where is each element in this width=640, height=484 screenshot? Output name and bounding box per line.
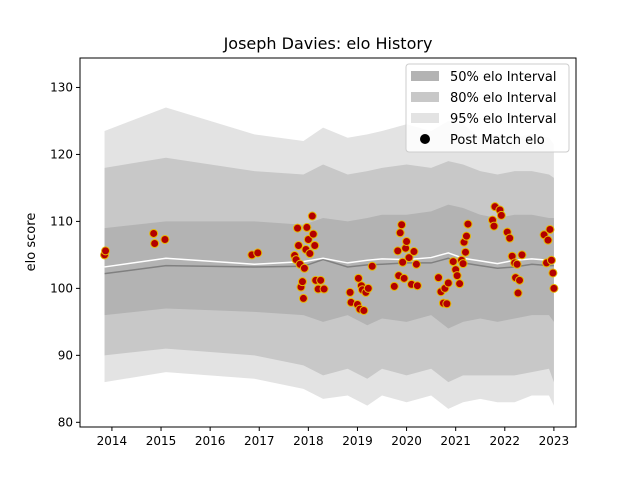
plot-frame (79, 57, 577, 428)
data-point (513, 288, 523, 298)
x-tick-label: 2021 (440, 434, 471, 448)
x-tick-label: 2019 (342, 434, 373, 448)
x-tick-label: 2020 (391, 434, 422, 448)
y-tick-label: 100 (50, 281, 73, 295)
y-tick-label: 80 (58, 415, 73, 429)
legend-swatch (411, 71, 439, 81)
legend-swatch (411, 92, 439, 102)
data-point (546, 255, 556, 265)
legend-label: 50% elo Interval (450, 70, 557, 85)
data-point (489, 221, 499, 231)
legend-box (405, 63, 570, 153)
x-tick-label: 2014 (97, 434, 128, 448)
data-point (452, 271, 462, 281)
data-point (253, 248, 263, 258)
data-point (294, 241, 304, 251)
legend-label: 80% elo Interval (450, 91, 557, 106)
x-axis: 2014 2015 2016 2017 2018 2019 2020 2021 2022 2023 (97, 427, 570, 448)
legend-label: Post Match elo (450, 133, 545, 148)
y-tick-label: 110 (50, 214, 73, 228)
data-point (398, 257, 408, 267)
data-point (463, 219, 473, 229)
data-point (353, 273, 363, 283)
data-point (517, 250, 527, 260)
data-point (395, 228, 405, 238)
data-point (305, 249, 315, 259)
data-point (345, 287, 355, 297)
data-point (310, 241, 320, 251)
data-point (515, 275, 525, 285)
data-point (359, 305, 369, 315)
data-point (297, 277, 307, 287)
x-tick-label: 2023 (539, 434, 570, 448)
interval-bands (104, 107, 554, 409)
data-point (402, 236, 412, 246)
data-point (442, 299, 452, 309)
data-point (316, 275, 326, 285)
x-tick-label: 2016 (195, 434, 226, 448)
chart-legend: 50% elo Interval 80% elo Interval 95% elo … (405, 63, 570, 153)
y-axis: 80 90 100 110 120 130 (50, 80, 80, 429)
x-tick-label: 2017 (244, 434, 275, 448)
chart-title: Joseph Davies: elo History (223, 34, 433, 53)
data-point (433, 273, 443, 283)
data-point (302, 222, 312, 232)
data-point (461, 247, 471, 257)
data-point (443, 278, 453, 288)
legend-marker (420, 134, 430, 144)
data-point (319, 284, 329, 294)
data-point (411, 259, 421, 269)
band-50 (104, 204, 554, 329)
y-axis-label: elo score (24, 213, 39, 272)
x-tick-label: 2015 (146, 434, 177, 448)
data-point (409, 247, 419, 257)
data-point (543, 235, 553, 245)
data-point (455, 279, 465, 289)
data-point (496, 210, 506, 220)
data-point (367, 261, 377, 271)
data-point (308, 229, 318, 239)
data-point (363, 283, 373, 293)
legend-label: 95% elo Interval (450, 112, 557, 127)
legend-swatch (411, 113, 439, 123)
data-point (293, 223, 303, 233)
data-point (299, 263, 309, 273)
y-tick-label: 90 (58, 348, 73, 362)
data-point (505, 233, 515, 243)
y-tick-label: 130 (50, 80, 73, 94)
data-point (512, 259, 522, 269)
data-point (150, 239, 160, 249)
data-point (461, 231, 471, 241)
data-point (307, 211, 317, 221)
data-point (149, 228, 159, 238)
x-tick-label: 2022 (490, 434, 521, 448)
data-point (412, 281, 422, 291)
data-point (549, 283, 559, 293)
data-point (393, 246, 403, 256)
data-point (399, 273, 409, 283)
data-point (298, 293, 308, 303)
data-point (397, 220, 407, 230)
y-tick-label: 120 (50, 147, 73, 161)
data-point (160, 234, 170, 244)
data-point (545, 224, 555, 234)
data-point (458, 259, 468, 269)
data-point (548, 268, 558, 278)
data-point (448, 257, 458, 267)
data-point (101, 246, 111, 256)
x-tick-label: 2018 (293, 434, 324, 448)
data-point (389, 281, 399, 291)
data-point (404, 253, 414, 263)
post-match-points (100, 202, 559, 315)
